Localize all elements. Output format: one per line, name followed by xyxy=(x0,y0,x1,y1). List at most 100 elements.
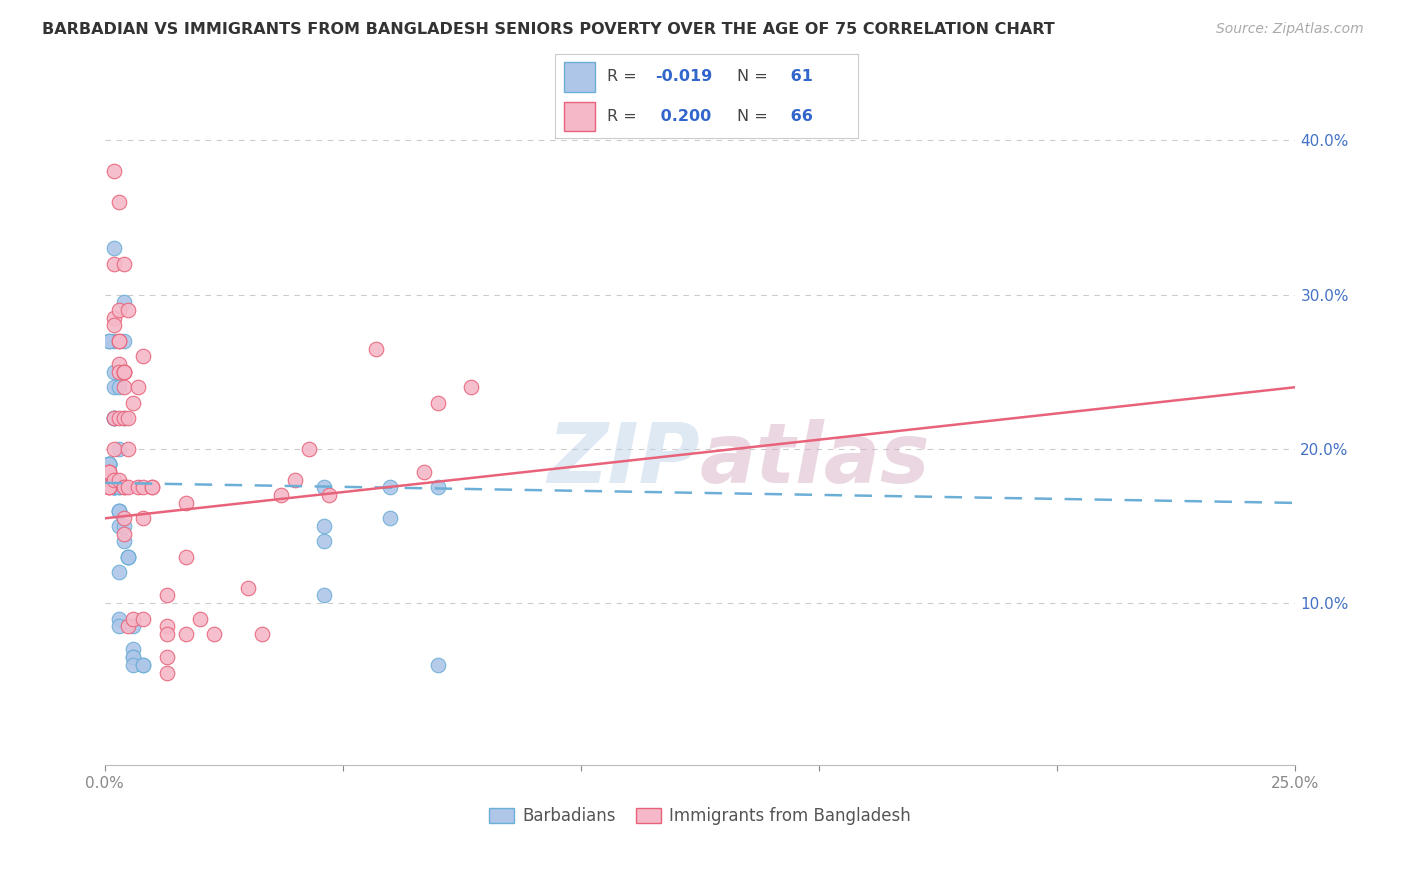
Point xyxy=(112,365,135,379)
Point xyxy=(174,549,197,564)
Point xyxy=(318,488,340,502)
Text: R =: R = xyxy=(607,109,641,124)
Point xyxy=(98,473,121,487)
Point xyxy=(312,534,335,549)
Point xyxy=(122,612,145,626)
Point xyxy=(117,549,139,564)
Point xyxy=(103,411,125,425)
Point xyxy=(236,581,259,595)
Point xyxy=(108,473,131,487)
Point xyxy=(127,380,149,394)
Point xyxy=(250,627,273,641)
Point xyxy=(132,349,155,363)
Point xyxy=(103,411,125,425)
Point xyxy=(112,481,135,495)
Point xyxy=(155,665,177,680)
Text: R =: R = xyxy=(607,70,641,85)
Point xyxy=(98,465,121,479)
Point xyxy=(98,473,121,487)
Point xyxy=(108,503,131,517)
Point xyxy=(112,526,135,541)
Point xyxy=(98,465,121,479)
Point xyxy=(98,334,121,348)
Text: 66: 66 xyxy=(785,109,813,124)
Point xyxy=(117,619,139,633)
Point xyxy=(108,442,131,456)
Point xyxy=(103,481,125,495)
Point xyxy=(112,534,135,549)
Point xyxy=(122,657,145,672)
Point xyxy=(108,503,131,517)
Point xyxy=(103,241,125,255)
Point xyxy=(108,334,131,348)
Point xyxy=(312,481,335,495)
Point xyxy=(98,458,121,472)
Point xyxy=(112,411,135,425)
Point xyxy=(112,257,135,271)
Point xyxy=(103,481,125,495)
Point xyxy=(112,365,135,379)
Point xyxy=(155,627,177,641)
Point xyxy=(108,481,131,495)
Point xyxy=(122,619,145,633)
Point xyxy=(98,473,121,487)
Point xyxy=(141,481,163,495)
Text: 61: 61 xyxy=(785,70,813,85)
Point xyxy=(312,519,335,533)
Text: 0.200: 0.200 xyxy=(655,109,711,124)
Point xyxy=(112,334,135,348)
Text: N =: N = xyxy=(737,70,773,85)
Point xyxy=(108,411,131,425)
Point xyxy=(98,458,121,472)
Point xyxy=(103,481,125,495)
Point xyxy=(141,481,163,495)
Point xyxy=(103,442,125,456)
Point xyxy=(412,465,434,479)
Point xyxy=(98,481,121,495)
Point xyxy=(202,627,225,641)
Point xyxy=(122,650,145,665)
Point xyxy=(98,473,121,487)
Point xyxy=(98,481,121,495)
Point xyxy=(108,303,131,318)
Point xyxy=(122,395,145,409)
Point xyxy=(380,511,402,525)
Point xyxy=(98,473,121,487)
Point xyxy=(108,481,131,495)
Point xyxy=(108,612,131,626)
Point xyxy=(284,473,307,487)
Point xyxy=(103,473,125,487)
Point xyxy=(132,657,155,672)
Point xyxy=(122,642,145,657)
Point xyxy=(117,549,139,564)
FancyBboxPatch shape xyxy=(564,102,595,131)
Point xyxy=(103,481,125,495)
Point xyxy=(103,334,125,348)
Point xyxy=(366,342,388,356)
Point xyxy=(132,481,155,495)
Point xyxy=(108,380,131,394)
Point xyxy=(98,473,121,487)
Point xyxy=(98,458,121,472)
Point xyxy=(112,295,135,310)
Point xyxy=(103,411,125,425)
Point xyxy=(103,257,125,271)
Point xyxy=(117,411,139,425)
Point xyxy=(427,481,450,495)
Point xyxy=(155,619,177,633)
Point xyxy=(460,380,482,394)
Point xyxy=(174,627,197,641)
Point xyxy=(103,481,125,495)
Text: Source: ZipAtlas.com: Source: ZipAtlas.com xyxy=(1216,22,1364,37)
Point xyxy=(103,380,125,394)
Text: atlas: atlas xyxy=(700,419,931,500)
Point xyxy=(108,619,131,633)
Point xyxy=(108,503,131,517)
Point xyxy=(108,357,131,371)
Point xyxy=(132,511,155,525)
Point xyxy=(112,380,135,394)
Point xyxy=(112,511,135,525)
Point xyxy=(117,442,139,456)
Point xyxy=(132,657,155,672)
Point xyxy=(174,496,197,510)
